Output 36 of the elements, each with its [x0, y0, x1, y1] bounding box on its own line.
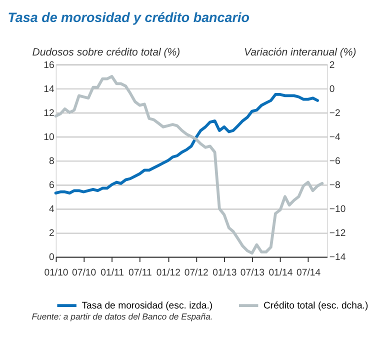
- x-tick-label: 07/14: [296, 268, 322, 279]
- line-series: [54, 75, 324, 255]
- y2-axis-title: Variación interanual (%): [244, 46, 356, 58]
- x-tick-label: 01/14: [268, 268, 294, 279]
- y2-tick-label: −8: [329, 180, 340, 191]
- x-tick-label: 07/10: [72, 268, 96, 279]
- legend-label: Tasa de morosidad (esc. izda.): [82, 300, 213, 312]
- y2-tick-label: −6: [329, 156, 340, 167]
- y-tick-label: 14: [44, 84, 55, 95]
- y-tick-label: 16: [44, 60, 54, 71]
- chart-title: Tasa de morosidad y crédito bancario: [8, 10, 250, 26]
- legend-label: Crédito total (esc. dcha.): [263, 300, 368, 312]
- y-tick-label: 0: [48, 252, 54, 264]
- x-tick-label: 01/11: [100, 268, 124, 279]
- y2-tick-label: −10: [329, 204, 346, 216]
- x-tick-label: 07/13: [240, 268, 264, 279]
- x-tick-label: 01/10: [44, 268, 68, 279]
- y2-tick-label: −2: [329, 108, 340, 119]
- y2-tick-label: −14: [329, 252, 346, 264]
- y-tick-label: 12: [44, 108, 54, 119]
- y-tick-label: 8: [48, 156, 54, 167]
- y2-tick-label: 0: [329, 84, 335, 95]
- y2-tick-label: 2: [329, 60, 335, 71]
- source-note: Fuente: a partir de datos del Banco de España.: [32, 311, 213, 322]
- x-tick-label: 07/12: [184, 268, 208, 279]
- y2-tick-label: −12: [329, 228, 346, 240]
- y-tick-label: 4: [48, 204, 55, 216]
- line-series: [54, 93, 320, 194]
- y-tick-label: 6: [48, 180, 54, 191]
- y-tick-label: 2: [48, 228, 54, 240]
- y-axis-title: Dudosos sobre crédito total (%): [32, 46, 180, 58]
- x-tick-label: 01/12: [156, 268, 180, 279]
- y-tick-label: 10: [44, 132, 54, 143]
- x-tick-label: 01/13: [212, 268, 237, 279]
- y2-tick-label: −4: [329, 132, 341, 143]
- x-tick-label: 07/11: [128, 268, 152, 279]
